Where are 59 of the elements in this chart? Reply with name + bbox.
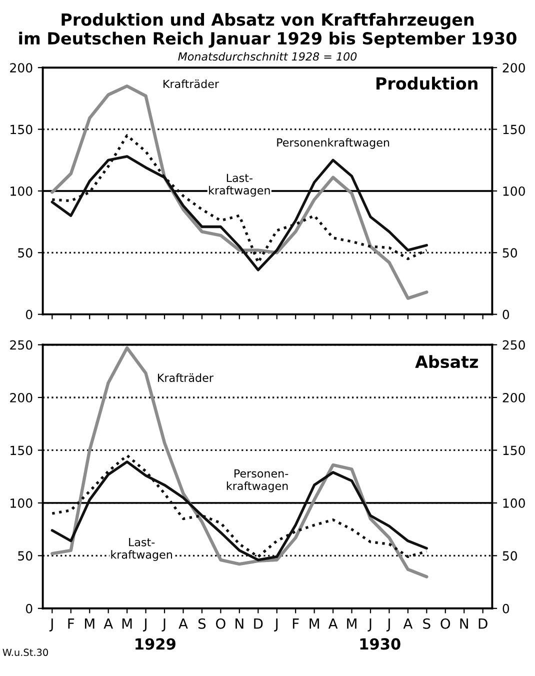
text: Last- kraftwagen: [111, 538, 172, 561]
series-label: Last- kraftwagen: [209, 174, 270, 197]
y-tick-label: 150: [10, 124, 32, 134]
x-tick-label: M: [84, 618, 94, 629]
x-tick-label: O: [440, 618, 450, 629]
series-label: Krafträder: [158, 373, 214, 382]
x-tick-label: J: [274, 618, 278, 632]
y2-tick-label: 0: [502, 310, 510, 320]
x-tick-label: J: [368, 618, 372, 632]
y-tick-label: 200: [10, 63, 32, 73]
y2-tick-label: 150: [503, 446, 525, 456]
x-tick-label: D: [254, 618, 263, 629]
annotation: Absatz: [415, 355, 478, 368]
x-tick-label: J: [162, 618, 166, 632]
y2-tick-label: 50: [502, 248, 517, 258]
y2-tick-label: 150: [503, 124, 525, 134]
x-tick-label: A: [403, 618, 413, 629]
x-tick-label: N: [460, 618, 468, 629]
x-tick-label: M: [122, 618, 132, 629]
x-tick-label: A: [104, 618, 113, 629]
y2-tick-label: 250: [502, 340, 525, 350]
y2-tick-label: 50: [502, 551, 517, 561]
y-tick-label: 0: [26, 310, 32, 320]
y2-tick-label: 200: [502, 392, 525, 402]
y2-tick-label: 100: [503, 498, 525, 508]
y2-tick-label: 0: [502, 604, 510, 614]
y-tick-label: 0: [26, 604, 32, 614]
y2-tick-label: 100: [503, 186, 525, 196]
x-tick-label: J: [49, 618, 53, 632]
series-label: Personen- kraftwagen: [226, 469, 288, 492]
x-tick-label: F: [68, 618, 74, 629]
text: W.u.St.30: [2, 648, 48, 656]
y-tick-label: 100: [10, 186, 32, 196]
x-tick-label: O: [216, 618, 226, 629]
text: 1929: [136, 638, 176, 650]
y-tick-label: 200: [10, 392, 32, 402]
x-tick-label: A: [328, 618, 338, 629]
chart-subtitle: Monatsdurchschnitt 1928 = 100: [178, 52, 357, 61]
y-tick-label: 150: [10, 446, 32, 456]
y-tick-label: 100: [10, 498, 32, 508]
chart-title: Produktion und Absatz von Kraftfahrzeugen im Deutschen Reich Januar 1929 bis September 1930: [19, 12, 516, 48]
y-tick-label: 250: [10, 340, 32, 350]
x-tick-label: S: [198, 618, 206, 629]
series-label: Krafträder: [164, 79, 220, 88]
x-tick-label: J: [386, 618, 390, 632]
x-tick-label: M: [310, 618, 319, 629]
x-tick-label: J: [143, 618, 146, 632]
text: 1930: [360, 638, 400, 650]
y2-tick-label: 200: [502, 63, 525, 73]
annotation: Produktion: [376, 76, 478, 90]
x-tick-label: M: [347, 618, 356, 629]
series-label: Personenkraftwagen: [277, 138, 390, 149]
x-tick-label: S: [423, 618, 430, 629]
x-tick-label: A: [178, 618, 188, 629]
x-tick-label: F: [292, 618, 299, 629]
y-tick-label: 50: [18, 248, 32, 258]
y-tick-label: 50: [18, 551, 32, 561]
x-tick-label: D: [478, 618, 488, 629]
x-tick-label: N: [236, 618, 244, 629]
